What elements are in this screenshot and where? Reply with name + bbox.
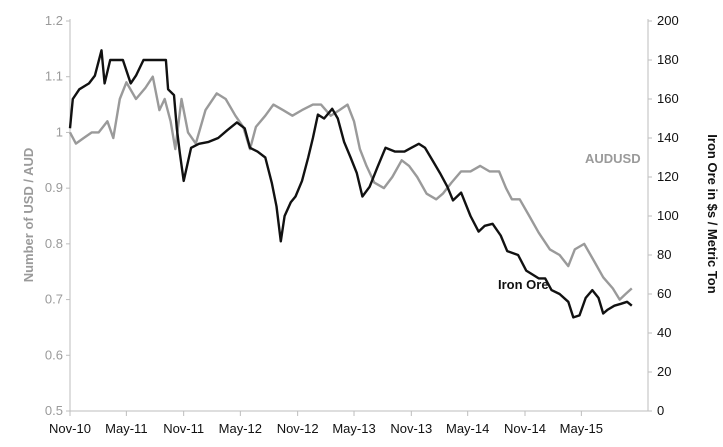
audusd-series-label: AUDUSD [585,151,641,166]
right-tick-label: 80 [657,247,671,262]
right-tick-label: 200 [657,13,679,28]
right-tick-label: 180 [657,52,679,67]
audusd-series-line [68,75,633,301]
x-tick-label: May-15 [560,421,603,436]
left-tick-label: 0.7 [45,292,63,307]
left-tick-label: 1.2 [45,13,63,28]
left-tick-label: 0.8 [45,236,63,251]
x-tick-label: Nov-10 [49,421,91,436]
right-tick-label: 140 [657,130,679,145]
left-axis-ticks: 0.5 0.6 0.7 0.8 0.9 1 1.1 1.2 [45,13,70,418]
left-tick-label: 1 [56,124,63,139]
right-tick-label: 60 [657,286,671,301]
right-tick-label: 0 [657,403,664,418]
left-tick-label: 1.1 [45,69,63,84]
x-tick-label: Nov-11 [163,421,204,436]
x-tick-label: Nov-12 [277,421,319,436]
right-tick-label: 20 [657,364,671,379]
iron-ore-series-line [68,49,633,319]
x-tick-label: Nov-13 [390,421,432,436]
right-tick-label: 160 [657,91,679,106]
x-tick-label: May-11 [105,421,147,436]
x-tick-label: May-13 [332,421,375,436]
right-axis-ticks: 0 20 40 60 80 100 120 140 160 180 200 [648,13,679,418]
left-tick-label: 0.6 [45,347,63,362]
right-tick-label: 100 [657,208,679,223]
right-axis-title: Iron Ore in $s / Metric Ton [705,134,720,293]
x-tick-label: May-12 [219,421,262,436]
axis-lines [69,19,649,412]
left-tick-label: 0.5 [45,403,63,418]
x-tick-label: Nov-14 [504,421,546,436]
iron-ore-series-label: Iron Ore [498,277,549,292]
x-tick-label: May-14 [446,421,489,436]
right-tick-label: 40 [657,325,671,340]
left-axis-title: Number of USD / AUD [21,148,36,283]
series-layer [68,49,633,319]
right-tick-label: 120 [657,169,679,184]
x-axis-ticks: Nov-10 May-11 Nov-11 May-12 Nov-12 May-13 Nov-… [49,411,603,436]
left-tick-label: 0.9 [45,180,63,195]
